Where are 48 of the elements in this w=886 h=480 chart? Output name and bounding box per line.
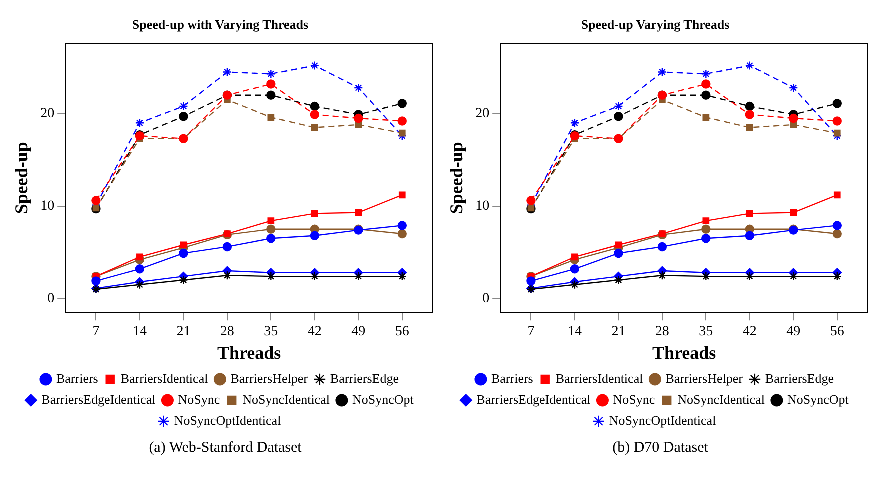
legend-label: NoSyncOptIdentical [609,412,717,428]
legend-label: BarriersEdge [765,370,834,386]
text: (b) D70 Dataset [612,440,708,457]
legend-label: BarriersIdentical [120,370,209,386]
legend-label: NoSyncOptIdentical [174,412,282,428]
y-tick-label: 10 [476,198,490,214]
y-tick-label: 20 [40,106,55,122]
x-axis-title: Threads [217,342,282,363]
legend-label: BarriersEdgeIdentical [476,392,592,407]
x-tick-label: 35 [699,324,714,340]
legend-label: BarriersEdge [330,370,400,386]
x-tick-label: 7 [528,324,535,340]
text: (a) Web-Stanford Dataset [149,440,302,457]
x-tick-label: 49 [352,324,366,340]
legend-label: NoSyncOpt [352,392,414,407]
y-axis-title: Speed-up [446,142,466,214]
x-tick-label: 21 [176,324,191,340]
y-tick-label: 10 [40,198,55,214]
x-tick-label: 42 [308,324,322,340]
x-tick-label: 56 [395,324,410,340]
x-tick-label: 14 [132,324,147,340]
x-axis-title: Threads [652,342,716,363]
x-tick-label: 28 [220,324,234,340]
legend-label: NoSync [178,392,220,407]
legend-label: NoSync [613,392,656,407]
y-tick-label: 0 [48,291,55,306]
x-tick-label: 14 [568,324,582,340]
legend-label: BarriersHelper [666,370,744,386]
chart-title: Speed-up Varying Threads [581,17,730,32]
legend-label: Barriers [491,370,534,386]
y-tick-label: 0 [482,291,490,306]
chart-title: Speed-up with Varying Threads [132,17,309,32]
legend-label: BarriersIdentical [556,370,644,386]
x-tick-label: 7 [92,324,100,340]
legend-label: NoSyncIdentical [242,392,330,407]
x-tick-label: 49 [786,324,801,340]
legend-label: Barriers [56,370,98,386]
x-tick-label: 35 [264,324,278,340]
x-tick-label: 42 [742,324,757,340]
x-tick-label: 21 [612,324,626,340]
x-tick-label: 56 [830,324,844,340]
y-axis-title: Speed-up [11,142,32,214]
legend-label: BarriersEdgeIdentical [42,392,156,407]
x-tick-label: 28 [655,324,670,340]
legend-label: BarriersHelper [230,370,309,386]
legend-label: NoSyncOpt [787,392,850,407]
legend-label: NoSyncIdentical [678,392,766,407]
y-tick-label: 20 [476,106,490,122]
